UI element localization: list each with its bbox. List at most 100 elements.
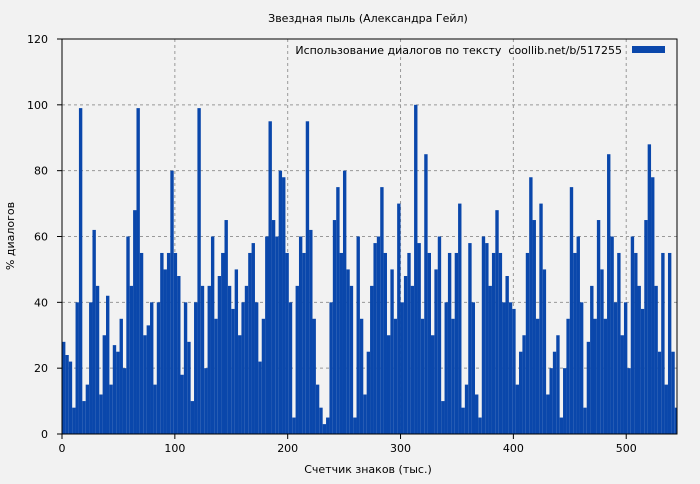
bar	[319, 407, 323, 434]
bar	[217, 276, 222, 434]
bar	[136, 108, 140, 434]
bar	[400, 302, 404, 434]
bar	[573, 252, 577, 434]
bar	[386, 335, 391, 434]
bar	[129, 285, 134, 434]
bar	[424, 154, 428, 435]
bar	[505, 276, 509, 434]
bar	[667, 252, 672, 434]
bar	[420, 318, 425, 434]
bar	[329, 302, 333, 434]
bar	[566, 318, 570, 434]
legend-label: Использование диалогов по тексту coollib…	[295, 44, 622, 57]
bar	[62, 341, 66, 434]
bar	[342, 170, 347, 434]
bar	[359, 318, 364, 434]
bar	[583, 407, 587, 434]
bar	[312, 318, 316, 434]
bar	[640, 308, 645, 434]
y-tick-label: 120	[27, 33, 48, 46]
bar	[471, 302, 476, 434]
bar	[194, 302, 198, 434]
bar	[512, 308, 516, 434]
bar	[613, 302, 618, 434]
bar	[502, 302, 506, 434]
bar	[657, 351, 662, 434]
y-tick-label: 0	[41, 428, 48, 441]
x-tick-label: 300	[390, 442, 411, 455]
bar	[664, 384, 668, 434]
bar	[258, 361, 262, 434]
y-tick-label: 100	[27, 99, 48, 112]
bar	[295, 285, 299, 434]
bar	[241, 302, 245, 434]
bar	[85, 384, 90, 434]
bar	[278, 170, 283, 434]
bar	[468, 243, 472, 434]
bar	[183, 302, 188, 434]
ticks: 0 100 200 300 400 500 0 20 40 60 80 100 120	[27, 33, 637, 455]
bar	[251, 243, 255, 434]
bar	[92, 229, 96, 434]
bar	[671, 351, 675, 434]
bar	[72, 407, 76, 434]
bar	[187, 341, 191, 434]
bar	[366, 351, 371, 434]
bar	[393, 318, 398, 434]
bar	[674, 407, 677, 434]
bar	[102, 335, 107, 434]
bar	[431, 335, 435, 434]
bar	[126, 236, 130, 434]
bar	[197, 108, 201, 434]
bar	[244, 285, 249, 434]
bar	[224, 220, 228, 434]
bar	[491, 252, 496, 434]
y-axis-label: % диалогов	[4, 202, 17, 270]
bar	[336, 187, 340, 434]
bar	[332, 220, 337, 434]
bar	[353, 417, 357, 434]
bar	[552, 351, 557, 434]
bar	[210, 236, 215, 434]
bar	[488, 285, 492, 434]
bar	[654, 285, 658, 434]
bar	[390, 269, 394, 434]
bar	[370, 285, 374, 434]
bar	[522, 335, 526, 434]
bar	[617, 252, 621, 434]
y-tick-label: 40	[34, 296, 48, 309]
bar	[461, 407, 465, 434]
chart-title: Звездная пыль (Александра Гейл)	[268, 12, 468, 25]
bar	[644, 220, 648, 434]
bar	[285, 252, 289, 434]
bar	[647, 144, 652, 435]
bar	[275, 236, 279, 434]
x-tick-label: 0	[59, 442, 66, 455]
bar	[221, 252, 225, 434]
bar	[427, 252, 431, 434]
bar	[106, 295, 110, 434]
bar	[454, 252, 459, 434]
bar	[75, 302, 79, 434]
bar	[160, 252, 164, 434]
bar	[156, 302, 161, 434]
bar	[139, 252, 144, 434]
bar	[346, 269, 350, 434]
bar	[610, 236, 614, 434]
bar	[339, 252, 343, 434]
bar	[434, 269, 438, 434]
bar	[326, 417, 330, 434]
bar	[444, 302, 448, 434]
bar	[207, 285, 211, 434]
bar	[542, 269, 547, 434]
bar	[133, 210, 137, 434]
bar	[349, 285, 354, 434]
bar	[119, 318, 123, 434]
bar	[495, 210, 499, 434]
bar	[515, 384, 520, 434]
bar	[478, 417, 482, 434]
bar	[559, 417, 564, 434]
bar	[78, 108, 83, 434]
bar	[68, 361, 73, 434]
bar	[373, 243, 377, 434]
